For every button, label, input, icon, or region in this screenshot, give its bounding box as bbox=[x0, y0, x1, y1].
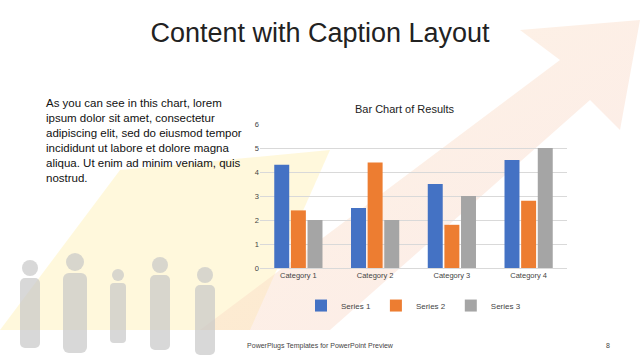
svg-text:0: 0 bbox=[255, 264, 259, 273]
html-text:Content with Caption Layout: Content with Caption Layout bbox=[150, 18, 490, 48]
svg-text:4: 4 bbox=[255, 168, 259, 177]
svg-text:Series 3: Series 3 bbox=[491, 302, 521, 311]
svg-text:Category 3: Category 3 bbox=[434, 271, 471, 280]
svg-text:Category 4: Category 4 bbox=[510, 271, 547, 280]
svg-text:3: 3 bbox=[255, 192, 259, 201]
svg-text:2: 2 bbox=[255, 216, 259, 225]
svg-text:Category 1: Category 1 bbox=[280, 271, 317, 280]
svg-text:Category 2: Category 2 bbox=[357, 271, 394, 280]
svg-text:Series 1: Series 1 bbox=[341, 302, 371, 311]
svg-text:5: 5 bbox=[255, 144, 259, 153]
svg-text:Bar Chart of Results: Bar Chart of Results bbox=[355, 103, 455, 115]
svg-text:6: 6 bbox=[255, 120, 259, 129]
html-text:As you can see in this chart,: As you can see in this chart, lorem ipsu… bbox=[46, 97, 242, 184]
svg-text:1: 1 bbox=[255, 240, 259, 249]
html-text:PowerPlugs Templates for Power: PowerPlugs Templates for PowerPoint Prev… bbox=[247, 342, 393, 349]
svg-text:Series 2: Series 2 bbox=[416, 302, 446, 311]
html-text:8: 8 bbox=[606, 342, 610, 349]
